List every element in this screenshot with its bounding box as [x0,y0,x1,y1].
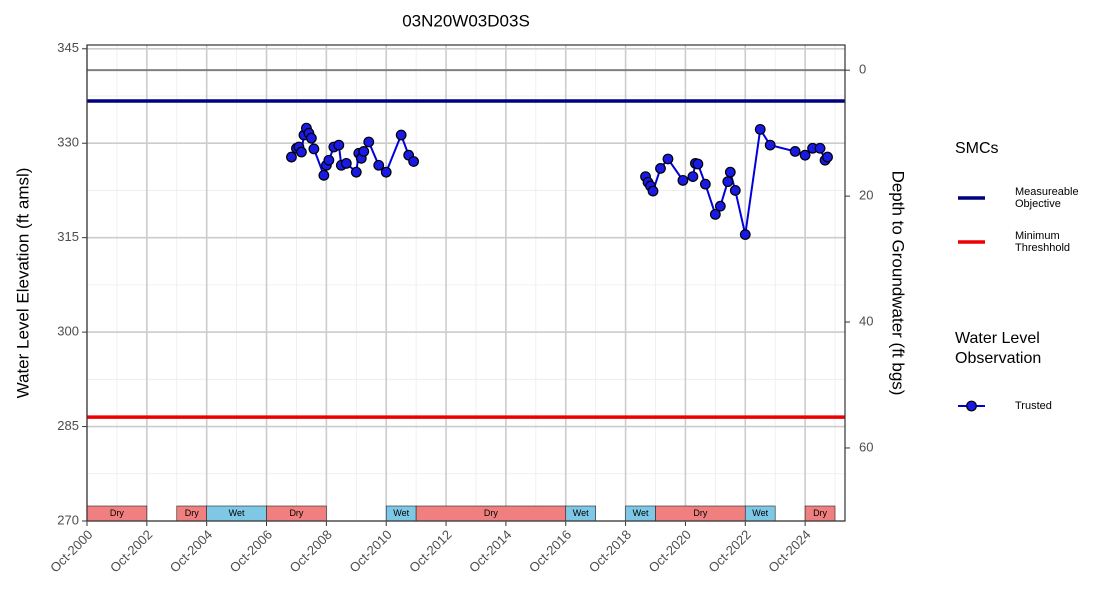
legend-label: Trusted [1015,400,1052,412]
panel-border [86,44,846,522]
data-point [318,169,330,181]
data-point [764,139,776,151]
period-label: Dry [813,508,827,518]
y-tick-label: 285 [57,418,79,433]
data-point [308,143,320,155]
y-tick-label: 300 [57,324,79,339]
y2-tick-label: 20 [859,188,873,203]
data-point [822,151,833,163]
data-point [799,149,811,161]
y-tick-label: 270 [57,512,79,527]
period-label: Dry [110,508,124,518]
data-point [373,159,385,171]
y-axis-title: Water Level Elevation (ft amsl) [13,168,32,399]
data-point [699,178,711,190]
data-point [323,154,335,166]
x-tick-label: Oct-2012 [406,527,454,575]
data-point [333,139,345,151]
y2-tick-label: 40 [859,313,873,328]
data-point [722,176,734,188]
data-point [714,200,726,212]
data-point [340,157,352,169]
y2-tick-label: 0 [859,62,866,77]
legend-swatch [966,400,977,412]
legend-label: Measureable Objective [1015,186,1079,210]
y-tick-label: 330 [57,135,79,150]
data-point [814,142,826,154]
x-tick-label: Oct-2024 [765,527,813,575]
legend-title: Water Level Observation [955,330,1042,367]
y-tick-label: 315 [57,229,79,244]
x-tick-label: Oct-2008 [286,527,334,575]
legend-label: Minimum Threshhold [1015,230,1071,254]
data-point [363,136,375,148]
period-label: Wet [633,508,649,518]
data-point [739,229,751,240]
data-point [647,185,659,197]
data-point [286,151,297,163]
chart-title: 03N20W03D03S [402,11,530,30]
period-label: Dry [289,508,303,518]
data-point [358,146,370,157]
x-tick-label: Oct-2014 [466,527,514,575]
x-tick-label: Oct-2000 [47,527,95,575]
data-point [754,123,766,135]
data-point [789,146,801,157]
x-tick-label: Oct-2010 [346,527,394,575]
data-point [395,129,407,141]
x-tick-label: Oct-2002 [107,527,155,575]
x-tick-label: Oct-2016 [526,527,574,575]
period-label: Dry [693,508,707,518]
x-tick-label: Oct-2018 [586,527,634,575]
data-point [350,166,362,178]
period-label: Wet [229,508,245,518]
y2-tick-label: 60 [859,439,873,454]
data-point [655,163,666,174]
legend-title: SMCs [955,140,999,157]
x-tick-label: Oct-2020 [646,527,694,575]
y-tick-label: 345 [57,40,79,55]
data-point [306,132,317,144]
data-point [408,156,420,167]
period-label: Wet [393,508,409,518]
data-point [662,153,674,165]
x-tick-label: Oct-2022 [705,527,753,575]
period-label: Dry [484,508,498,518]
data-point [677,174,689,186]
period-label: Dry [185,508,199,518]
period-label: Wet [573,508,589,518]
y2-axis-title: Depth to Groundwater (ft bgs) [889,171,908,396]
data-point [724,166,736,178]
x-tick-label: Oct-2004 [167,527,215,575]
data-point [687,171,699,182]
x-tick-label: Oct-2006 [227,527,275,575]
period-label: Wet [752,508,768,518]
data-point [709,208,721,220]
data-point [296,146,307,158]
data-point [692,158,704,170]
data-point [729,185,741,196]
data-point [380,166,392,178]
